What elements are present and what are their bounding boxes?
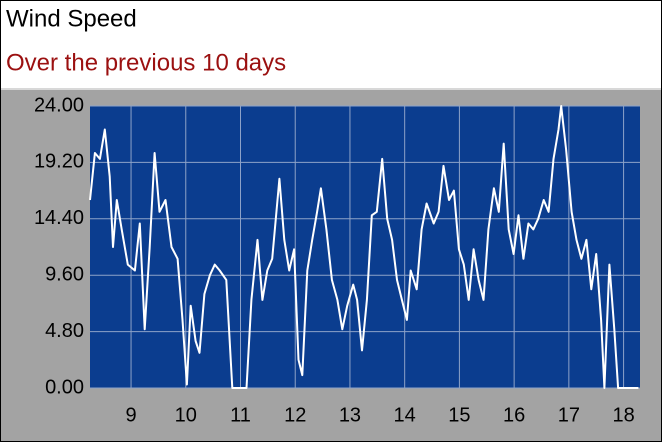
x-tick-label: 13 — [339, 404, 361, 426]
y-tick-label: 9.60 — [45, 263, 84, 285]
chart-subtitle: Over the previous 10 days — [6, 49, 286, 76]
x-tick-label: 9 — [125, 404, 136, 426]
x-tick-label: 15 — [448, 404, 470, 426]
x-tick-label: 10 — [175, 404, 197, 426]
y-tick-label: 4.80 — [45, 320, 84, 342]
y-tick-label: 0.00 — [45, 376, 84, 398]
chart-title: Wind Speed — [6, 5, 137, 32]
x-tick-label: 14 — [394, 404, 416, 426]
x-tick-label: 16 — [503, 404, 525, 426]
y-tick-label: 24.00 — [34, 94, 84, 116]
x-tick-label: 12 — [284, 404, 306, 426]
y-tick-label: 14.40 — [34, 207, 84, 229]
data-line — [89, 105, 639, 389]
plot-area — [90, 106, 640, 388]
x-tick-label: 17 — [558, 404, 580, 426]
x-tick-label: 18 — [612, 404, 634, 426]
x-tick-label: 11 — [230, 404, 251, 426]
y-tick-label: 19.20 — [34, 151, 84, 173]
